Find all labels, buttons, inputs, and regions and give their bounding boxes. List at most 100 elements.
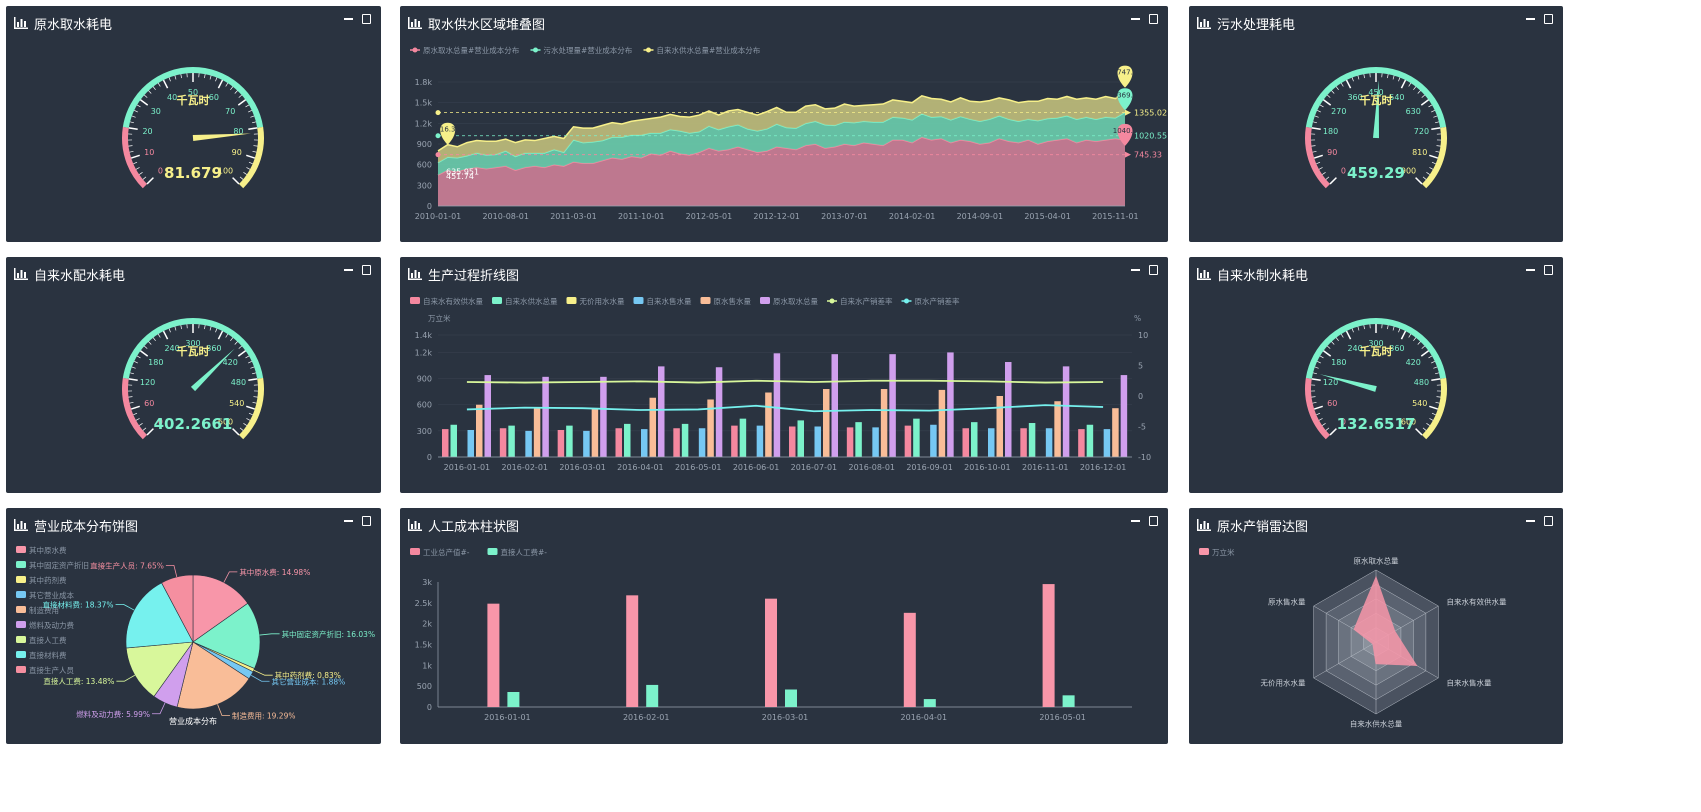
minimize-icon[interactable] (344, 18, 353, 20)
gauge-unit: 千瓦时 (177, 93, 210, 107)
gauge-tick-label: 70 (225, 107, 235, 116)
bar-chart-icon (14, 516, 28, 535)
legend-swatch (410, 297, 420, 304)
x-tick-label: 2012-05-01 (686, 212, 733, 221)
production-bar (557, 429, 565, 457)
pie-label: 其中原水费: 14.98% (239, 567, 310, 577)
gauge-tick (1311, 378, 1321, 381)
gauge-tick (1322, 99, 1332, 106)
panel-cost-pie: 营业成本分布饼图 其中原水费 其中固定资产折旧 其中药剂费 其它营业成本 制造费用 燃料及… (6, 508, 381, 744)
maximize-icon[interactable] (362, 265, 371, 275)
gauge-tick (1422, 427, 1427, 431)
maximize-icon[interactable] (1149, 14, 1158, 24)
x-tick-label: 2016-03-01 (762, 713, 809, 722)
minimize-icon[interactable] (1526, 269, 1535, 271)
production-bar (889, 354, 896, 457)
production-bar (1062, 366, 1070, 457)
production-bar (715, 367, 723, 457)
maximize-icon[interactable] (1149, 516, 1158, 526)
gauge-tick (248, 161, 253, 165)
gauge-tick-label: 480 (1414, 378, 1429, 387)
gauge-tick (252, 401, 257, 404)
gauge-arc (1421, 377, 1447, 440)
minimize-icon[interactable] (344, 269, 353, 271)
pie-leader (165, 564, 178, 578)
minimize-icon[interactable] (1526, 520, 1535, 522)
cost-pie-chart: 其中原水费其中固定资产折旧其中药剂费其它营业成本制造费用燃料及动力费直接人工费直… (16, 545, 375, 726)
gauge-tick (1415, 177, 1423, 185)
production-bar (1103, 429, 1111, 457)
gauge-tick (1313, 405, 1323, 410)
legend-swatch (760, 297, 770, 304)
gauge-tick (1314, 115, 1319, 118)
production-bar (583, 430, 590, 457)
gauge-tick (1421, 345, 1425, 349)
area-stack-chart: 原水取水总量#营业成本分布 污水处理量#营业成本分布 自来水供水总量#营业成本分布 0… (410, 45, 1167, 221)
production-bar (765, 392, 772, 457)
gauge-tick (250, 115, 255, 118)
labor-bar (626, 595, 639, 707)
production-bar (1028, 423, 1036, 457)
gauge-tick (157, 82, 161, 87)
maximize-icon[interactable] (1149, 265, 1158, 275)
gauge-tick (1408, 82, 1412, 87)
min-label: 635.951 (446, 168, 479, 177)
max-pin-label: 1040.0 (1113, 127, 1138, 135)
legend-label: 其它营业成本 (29, 590, 74, 600)
gauge-arc (122, 318, 264, 379)
radar-series (1353, 575, 1418, 666)
legend-swatch (533, 47, 538, 53)
production-bar (591, 408, 599, 457)
axis-unit: % (1134, 314, 1141, 323)
legend-swatch (16, 666, 26, 673)
y-tick-label: 1.2k (415, 119, 433, 128)
pie-leader (217, 704, 230, 716)
maximize-icon[interactable] (362, 14, 371, 24)
x-tick-label: 2016-06-01 (733, 463, 780, 472)
pie-slice (192, 574, 249, 643)
gauge-tick (130, 154, 140, 159)
gauge-tick (174, 326, 177, 331)
legend-label: 其中原水费 (29, 545, 67, 555)
labor-bar (903, 612, 916, 707)
maximize-icon[interactable] (362, 516, 371, 526)
gauge-tick (217, 330, 224, 340)
gauge-tick (238, 345, 242, 349)
production-bar (1005, 362, 1012, 457)
legend-swatch (566, 297, 577, 304)
production-bar (797, 420, 804, 457)
gauge-tick-label: 30 (151, 107, 161, 116)
minimize-icon[interactable] (1131, 18, 1140, 20)
y-tick-label: 300 (417, 181, 432, 190)
gauge-tick (1436, 396, 1441, 398)
minimize-icon[interactable] (1526, 18, 1535, 20)
maximize-icon[interactable] (1544, 516, 1553, 526)
legend-label: 制造费用 (29, 605, 59, 615)
gauge-tick (1433, 366, 1438, 369)
minimize-icon[interactable] (1131, 269, 1140, 271)
gauge-tick (1429, 154, 1439, 159)
production-bar (773, 353, 781, 457)
gauge-tick (1325, 427, 1330, 431)
production-bar (739, 418, 747, 457)
gauge-tick (162, 330, 169, 340)
bar-chart-icon (408, 265, 422, 284)
gauge-tick (1398, 77, 1401, 82)
production-chart: 自来水有效供水量 自来水供水总量 无价用水水量 自来水售水量 原水售水量 原水取水总量 自来… (410, 296, 1151, 472)
gauge-tick (139, 350, 149, 357)
gauge-tick (1392, 75, 1395, 80)
minimize-icon[interactable] (1131, 520, 1140, 522)
gauge-tick-label: 180 (1323, 127, 1338, 136)
minimize-icon[interactable] (344, 520, 353, 522)
legend-label: 直接人工费#- (501, 547, 548, 557)
gauge-tick (1327, 345, 1331, 349)
maximize-icon[interactable] (1544, 14, 1553, 24)
legend-label: 自来水售水量 (647, 296, 692, 306)
gauge-tick (146, 177, 154, 185)
maximize-icon[interactable] (1544, 265, 1553, 275)
panel-title: 自来水制水耗电 (1217, 268, 1309, 284)
gauge-tick (1363, 74, 1365, 79)
pie-label: 直接人工费: 13.48% (43, 676, 114, 686)
gauge-tick-label: 240 (164, 344, 179, 353)
y-tick-label: 1.5k (415, 641, 433, 650)
